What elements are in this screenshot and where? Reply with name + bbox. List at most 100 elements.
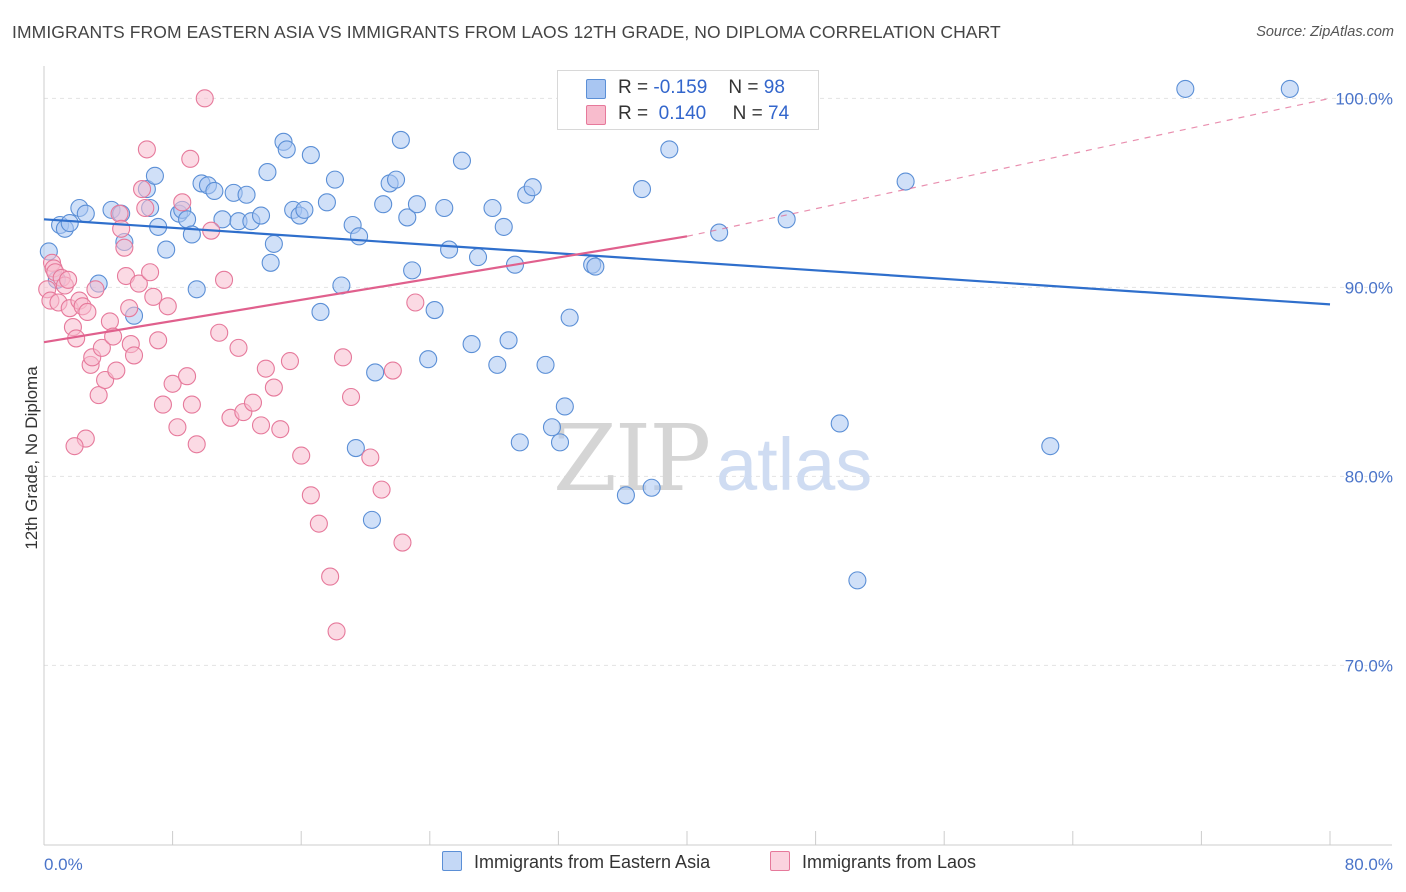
point-laos [173, 193, 192, 212]
point-laos [120, 299, 139, 318]
point-eastern-asia [398, 208, 417, 227]
point-eastern-asia [660, 140, 679, 159]
point-eastern-asia [555, 397, 574, 416]
point-laos [321, 567, 340, 586]
point-eastern-asia [550, 433, 570, 452]
r-value: -0.159 [653, 77, 708, 98]
point-laos [136, 198, 155, 218]
r-label: R = [618, 103, 649, 124]
point-eastern-asia [462, 335, 481, 354]
point-eastern-asia [896, 172, 915, 191]
point-laos [214, 270, 234, 289]
point-eastern-asia [237, 185, 256, 204]
point-eastern-asia [145, 166, 164, 185]
point-eastern-asia [435, 198, 454, 218]
legend-swatch-blue [586, 79, 606, 99]
point-eastern-asia [483, 198, 502, 218]
point-eastern-asia [1041, 437, 1060, 456]
n-value: 98 [763, 77, 785, 98]
chart-source: Source: ZipAtlas.com [1256, 24, 1394, 40]
grid-lines [44, 97, 1392, 666]
point-laos [372, 480, 391, 499]
point-eastern-asia [848, 571, 867, 590]
point-laos [361, 448, 380, 467]
data-points [38, 79, 1299, 641]
point-laos [243, 393, 263, 412]
point-laos [178, 367, 197, 386]
point-eastern-asia [616, 486, 635, 505]
point-laos [112, 219, 131, 238]
trend-extension-laos [686, 97, 1331, 237]
point-laos [383, 361, 402, 380]
axes [43, 66, 1392, 846]
point-laos [92, 338, 111, 357]
point-laos [229, 338, 248, 357]
point-eastern-asia [403, 261, 422, 280]
point-laos [195, 89, 214, 108]
point-eastern-asia [317, 193, 336, 212]
point-eastern-asia [407, 195, 426, 214]
point-laos [129, 274, 148, 293]
point-laos [110, 204, 129, 223]
point-laos [137, 140, 156, 159]
point-eastern-asia [560, 308, 579, 327]
point-laos [115, 238, 134, 257]
point-eastern-asia [452, 151, 472, 170]
legend-item-eastern-asia[interactable]: Immigrants from Eastern Asia [442, 851, 710, 877]
point-laos [86, 280, 105, 299]
point-eastern-asia [251, 206, 271, 225]
point-eastern-asia [391, 130, 410, 149]
point-laos [89, 386, 108, 405]
point-eastern-asia [205, 181, 224, 201]
point-laos [264, 378, 283, 397]
point-eastern-asia [777, 210, 796, 229]
point-laos [124, 346, 144, 365]
point-laos [153, 395, 173, 414]
point-laos [393, 533, 412, 552]
r-label: R = [618, 77, 649, 98]
point-eastern-asia [419, 350, 438, 369]
x-tick-label: 0.0% [44, 855, 83, 874]
legend-item-laos[interactable]: Immigrants from Laos [770, 851, 976, 877]
point-eastern-asia [178, 210, 197, 229]
point-eastern-asia [346, 438, 365, 458]
y-axis-title: 12th Grade, No Diploma [22, 366, 41, 550]
n-label: N = [728, 77, 759, 98]
point-laos [210, 323, 229, 342]
point-eastern-asia [536, 355, 555, 374]
point-laos [251, 416, 271, 435]
point-laos [309, 514, 328, 533]
r-value: 0.140 [658, 103, 707, 124]
point-laos [168, 418, 187, 437]
trend-line-eastern-asia [43, 218, 1331, 306]
point-laos [163, 374, 182, 393]
point-eastern-asia [301, 146, 320, 165]
point-eastern-asia [440, 240, 459, 259]
point-eastern-asia [1280, 79, 1299, 98]
stats-legend: R = -0.159 N = 98 R = 0.140 N = 74 [557, 70, 819, 130]
y-tick-label: 80.0% [1345, 467, 1393, 486]
point-laos [133, 180, 152, 199]
point-eastern-asia [264, 234, 283, 253]
n-value: 74 [768, 103, 790, 124]
point-laos [280, 352, 299, 371]
point-eastern-asia [586, 257, 605, 276]
point-eastern-asia [311, 302, 330, 322]
y-tick-label: 70.0% [1345, 656, 1393, 675]
x-tick-label: 80.0% [1345, 855, 1393, 874]
legend-swatch-pink [586, 105, 606, 125]
point-laos [182, 395, 201, 414]
point-eastern-asia [258, 163, 277, 182]
point-laos [141, 263, 160, 282]
trend-lines [43, 97, 1331, 344]
point-laos [301, 486, 320, 505]
point-laos [181, 149, 200, 168]
point-laos [333, 348, 353, 367]
point-eastern-asia [350, 227, 369, 246]
point-eastern-asia [642, 478, 661, 497]
point-eastern-asia [325, 170, 345, 189]
point-laos [144, 287, 163, 306]
point-eastern-asia [157, 240, 176, 259]
watermark: ZIP atlas [553, 405, 872, 512]
